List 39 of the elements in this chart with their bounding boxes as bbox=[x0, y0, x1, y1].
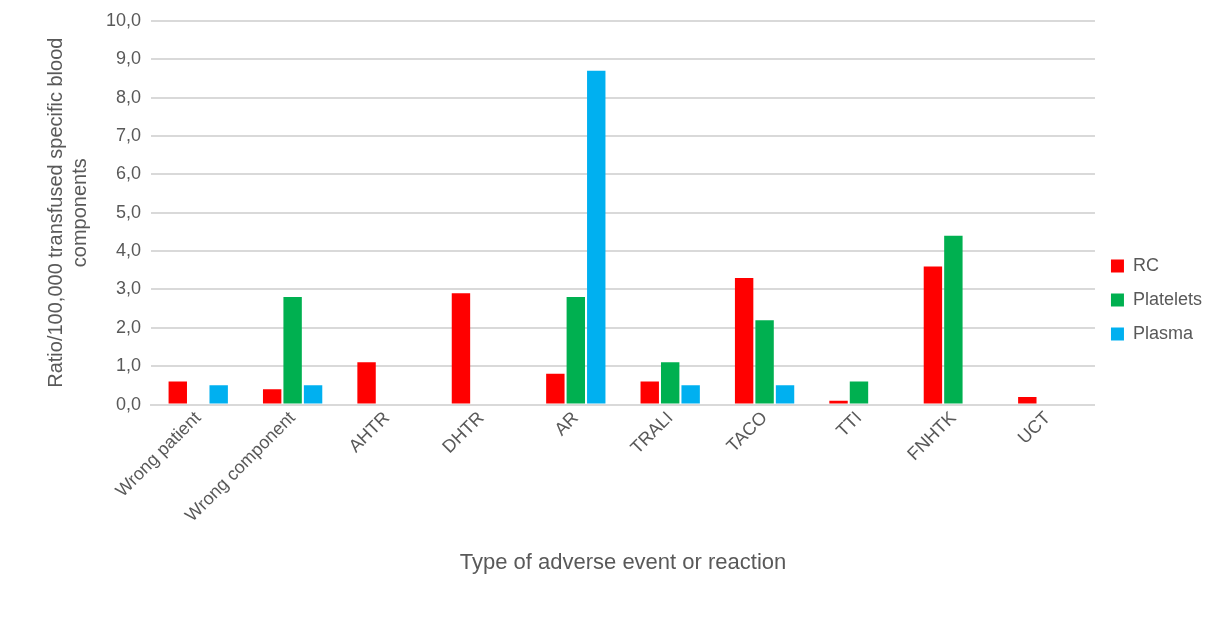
bar bbox=[944, 235, 963, 404]
y-tick-label: 10,0 bbox=[105, 9, 142, 30]
y-tick-label: 1,0 bbox=[116, 355, 142, 376]
x-axis-title: Type of adverse event or reaction bbox=[459, 548, 787, 574]
bar bbox=[734, 277, 754, 404]
bar bbox=[357, 362, 376, 404]
legend-label: RC bbox=[1132, 254, 1159, 275]
y-tick-label: 4,0 bbox=[116, 240, 142, 261]
bar bbox=[1018, 396, 1037, 404]
bar bbox=[587, 70, 606, 404]
bar bbox=[283, 297, 302, 404]
bar bbox=[829, 400, 848, 404]
y-tick-label: 3,0 bbox=[116, 278, 142, 299]
legend-label: Platelets bbox=[1132, 288, 1203, 309]
y-tick-label: 0,0 bbox=[116, 393, 142, 414]
bar bbox=[209, 385, 228, 404]
legend-label: Plasma bbox=[1132, 322, 1194, 343]
bar bbox=[546, 373, 565, 404]
bar bbox=[566, 297, 585, 404]
x-tick-label: TTI bbox=[832, 407, 866, 441]
bar bbox=[923, 266, 943, 404]
bar bbox=[451, 293, 471, 404]
bar bbox=[660, 362, 680, 404]
y-tick-label: 9,0 bbox=[116, 48, 142, 69]
y-axis-title: Ratio/100,000 transfused specific blood components bbox=[43, 37, 90, 388]
x-tick-label: AR bbox=[550, 407, 583, 440]
bar bbox=[849, 381, 869, 404]
bar bbox=[775, 385, 795, 404]
bar bbox=[640, 381, 659, 404]
bar bbox=[755, 320, 774, 404]
y-tick-label: 2,0 bbox=[116, 316, 142, 337]
bar bbox=[168, 381, 187, 404]
y-tick-label: 8,0 bbox=[116, 86, 142, 107]
y-tick-label: 5,0 bbox=[116, 201, 142, 222]
y-tick-label: 6,0 bbox=[116, 163, 142, 184]
y-tick-label: 7,0 bbox=[116, 124, 142, 145]
bar bbox=[262, 389, 282, 404]
bar bbox=[681, 385, 700, 404]
bar bbox=[303, 385, 323, 404]
